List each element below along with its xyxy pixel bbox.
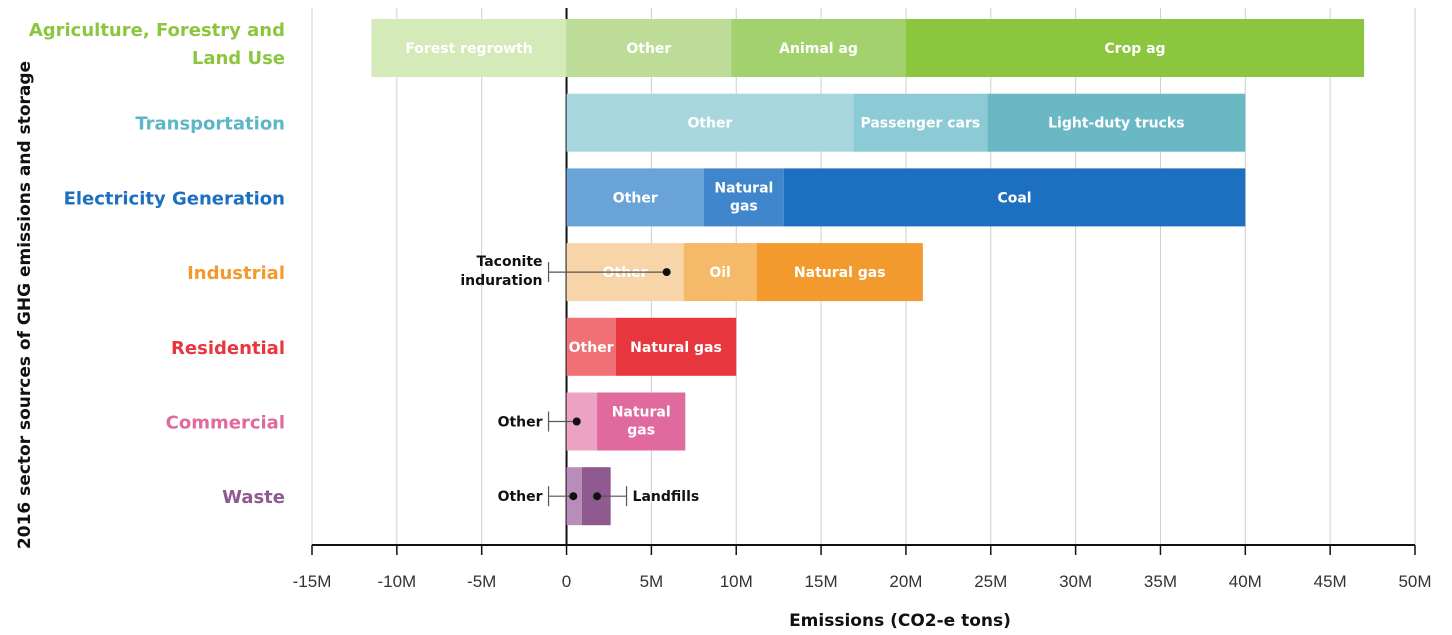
x-tick-label-5m: -5M bbox=[467, 572, 496, 591]
bar-residential-natural-gas bbox=[615, 317, 737, 376]
callout-label-industrial-induration: induration bbox=[460, 273, 542, 289]
sector-label-transportation: Transportation bbox=[135, 114, 285, 135]
sector-label-residential: Residential bbox=[171, 338, 285, 359]
x-tick-label-15m: 15M bbox=[805, 572, 838, 591]
bar-label-residential-other: Other bbox=[569, 340, 614, 356]
x-tick-label-50m: 50M bbox=[1398, 572, 1431, 591]
sector-label-agriculture-forestry-and-land-use-line-2: Land Use bbox=[192, 48, 285, 69]
bar-transportation-passenger-cars bbox=[853, 93, 988, 152]
bar-label-industrial-other: Other bbox=[603, 265, 648, 281]
callout-dot-industrial-taconite bbox=[662, 268, 671, 277]
bar-label-residential-natural-gas: Natural gas bbox=[630, 340, 722, 356]
x-axis: -15M -10M -5M 0 5M 10M 15M 20M 25M 30M 35M 40M 45M 50… bbox=[293, 544, 1432, 591]
bar-label-commercial-natural-gas: Natural gas bbox=[612, 405, 671, 439]
bar-industrial-oil bbox=[683, 243, 757, 302]
stacked-bars: Forest regrowth Other Animal ag Crop ag Othe… bbox=[371, 19, 1365, 526]
sector-label-agriculture-forestry-and-land-use-line-1: Agriculture, Forestry and bbox=[29, 20, 285, 41]
x-tick-label-40m: 40M bbox=[1229, 572, 1262, 591]
callout-label-waste-landfills: Landfills bbox=[633, 489, 700, 505]
bar-label-transportation-other: Other bbox=[687, 116, 732, 132]
sector-label-industrial: Industrial bbox=[187, 263, 285, 284]
bar-agriculture-forestry-and-land-use-crop-ag bbox=[905, 19, 1365, 77]
bar-label-electricity-generation-other: Other bbox=[613, 190, 658, 206]
x-tick-label-10m: -10M bbox=[377, 572, 416, 591]
x-tick-label-45m: 45M bbox=[1314, 572, 1347, 591]
bar-label-agriculture-forestry-and-land-use-forest-regrowth: Forest regrowth bbox=[405, 41, 532, 57]
callout-dot-waste-landfills bbox=[593, 492, 602, 501]
x-tick-label-20m: 20M bbox=[889, 572, 922, 591]
bar-transportation-light-duty-trucks bbox=[987, 93, 1246, 152]
callout-label-industrial-taconite: Taconite bbox=[476, 254, 542, 270]
bar-residential-other bbox=[566, 317, 616, 376]
bar-commercial-natural-gas bbox=[597, 392, 686, 451]
x-tick-label-30m: 30M bbox=[1059, 572, 1092, 591]
bar-electricity-generation-coal bbox=[783, 168, 1246, 227]
bar-transportation-other bbox=[566, 93, 854, 152]
callout-dot-waste-other bbox=[569, 492, 578, 501]
bar-agriculture-forestry-and-land-use-other bbox=[566, 19, 732, 77]
bar-label-electricity-generation-natural-gas: Natural gas bbox=[714, 180, 773, 214]
x-axis-title: Emissions (CO2-e tons) bbox=[789, 611, 1011, 631]
bar-electricity-generation-natural-gas bbox=[703, 168, 784, 227]
sector-label-commercial: Commercial bbox=[166, 413, 285, 434]
callout-dot-commercial-other bbox=[572, 417, 581, 426]
x-tick-label-15m: -15M bbox=[293, 572, 332, 591]
x-tick-label-10m: 10M bbox=[720, 572, 753, 591]
x-tick-label-35m: 35M bbox=[1144, 572, 1177, 591]
bar-agriculture-forestry-and-land-use-forest-regrowth bbox=[371, 19, 567, 77]
bar-label-industrial-oil: Oil bbox=[709, 265, 731, 281]
sector-label-waste: Waste bbox=[222, 487, 285, 508]
y-axis-title: 2016 sector sources of GHG emissions and… bbox=[15, 61, 35, 549]
bar-electricity-generation-other bbox=[566, 168, 704, 227]
bar-label-transportation-passenger-cars: Passenger cars bbox=[860, 116, 980, 132]
bar-agriculture-forestry-and-land-use-animal-ag bbox=[731, 19, 906, 77]
bar-label-agriculture-forestry-and-land-use-other: Other bbox=[626, 41, 671, 57]
bar-label-agriculture-forestry-and-land-use-crop-ag: Crop ag bbox=[1104, 41, 1165, 57]
bar-industrial-natural-gas bbox=[756, 243, 923, 302]
callout-label-waste-other: Other bbox=[498, 489, 543, 505]
bar-label-electricity-generation-coal: Coal bbox=[997, 190, 1031, 206]
bar-label-industrial-natural-gas: Natural gas bbox=[794, 265, 886, 281]
sector-labels: Agriculture, Forestry and Land Use Transpo… bbox=[29, 20, 285, 508]
callouts: Taconite induration Other Other Landfills bbox=[460, 254, 700, 507]
x-tick-label-0: 0 bbox=[562, 572, 571, 591]
x-tick-label-25m: 25M bbox=[974, 572, 1007, 591]
bar-label-transportation-light-duty-trucks: Light-duty trucks bbox=[1048, 116, 1184, 132]
x-tick-label-5m: 5M bbox=[640, 572, 664, 591]
callout-label-commercial-other: Other bbox=[498, 415, 543, 431]
bar-label-agriculture-forestry-and-land-use-animal-ag: Animal ag bbox=[779, 41, 858, 57]
sector-label-electricity-generation: Electricity Generation bbox=[64, 188, 285, 209]
